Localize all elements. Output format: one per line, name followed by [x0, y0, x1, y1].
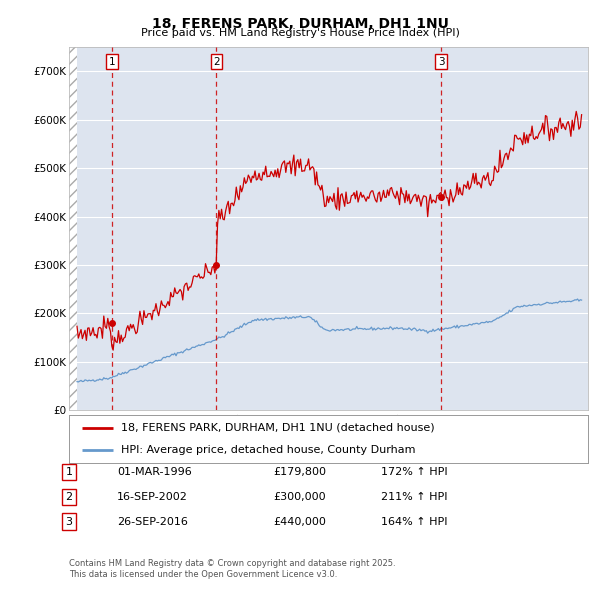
- Text: 01-MAR-1996: 01-MAR-1996: [117, 467, 192, 477]
- Text: 211% ↑ HPI: 211% ↑ HPI: [381, 492, 448, 502]
- Text: 18, FERENS PARK, DURHAM, DH1 1NU (detached house): 18, FERENS PARK, DURHAM, DH1 1NU (detach…: [121, 423, 434, 433]
- Text: £179,800: £179,800: [273, 467, 326, 477]
- Text: This data is licensed under the Open Government Licence v3.0.: This data is licensed under the Open Gov…: [69, 571, 337, 579]
- Text: 16-SEP-2002: 16-SEP-2002: [117, 492, 188, 502]
- Text: £300,000: £300,000: [273, 492, 326, 502]
- Text: 26-SEP-2016: 26-SEP-2016: [117, 517, 188, 526]
- Text: 172% ↑ HPI: 172% ↑ HPI: [381, 467, 448, 477]
- Text: 2: 2: [65, 492, 73, 502]
- Text: 164% ↑ HPI: 164% ↑ HPI: [381, 517, 448, 526]
- Text: £440,000: £440,000: [273, 517, 326, 526]
- Text: 1: 1: [109, 57, 115, 67]
- Text: 1: 1: [65, 467, 73, 477]
- Text: 2: 2: [213, 57, 220, 67]
- Text: HPI: Average price, detached house, County Durham: HPI: Average price, detached house, Coun…: [121, 445, 415, 455]
- Bar: [69, 47, 77, 410]
- Text: Contains HM Land Registry data © Crown copyright and database right 2025.: Contains HM Land Registry data © Crown c…: [69, 559, 395, 568]
- Text: 3: 3: [65, 517, 73, 526]
- Text: Price paid vs. HM Land Registry's House Price Index (HPI): Price paid vs. HM Land Registry's House …: [140, 28, 460, 38]
- Text: 3: 3: [438, 57, 445, 67]
- Text: 18, FERENS PARK, DURHAM, DH1 1NU: 18, FERENS PARK, DURHAM, DH1 1NU: [152, 17, 448, 31]
